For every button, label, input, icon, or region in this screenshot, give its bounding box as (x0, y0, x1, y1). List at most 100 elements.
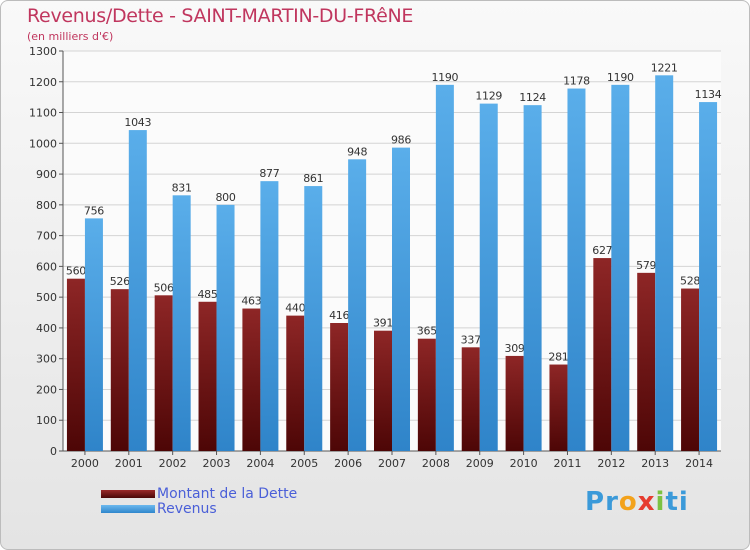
y-tick-label: 1100 (29, 107, 57, 120)
bar-dette (593, 258, 612, 451)
chart-subtitle: (en milliers d'€) (27, 30, 114, 43)
bar-dette (198, 301, 217, 451)
bar-dette (330, 323, 349, 451)
y-tick-label: 900 (36, 168, 57, 181)
bar-revenus (348, 159, 367, 452)
legend-swatch-dette (101, 490, 155, 498)
data-label-dette: 365 (417, 325, 437, 338)
y-tick-label: 200 (36, 383, 57, 396)
bar-revenus (216, 204, 235, 451)
x-tick-label: 2008 (422, 457, 450, 470)
data-label-revenus: 831 (172, 181, 192, 194)
legend-label-revenus: Revenus (157, 501, 217, 517)
data-label-revenus: 1221 (651, 61, 678, 74)
data-label-dette: 560 (66, 265, 86, 278)
y-tick-label: 1000 (29, 137, 57, 150)
bar-revenus (128, 130, 147, 452)
y-tick-label: 1200 (29, 76, 57, 89)
x-tick-label: 2007 (378, 457, 406, 470)
data-label-revenus: 861 (303, 172, 323, 185)
x-tick-label: 2014 (685, 457, 713, 470)
y-tick-label: 600 (36, 260, 57, 273)
logo-letter: x (637, 487, 656, 517)
data-label-revenus: 1190 (431, 71, 458, 84)
data-label-dette: 281 (548, 351, 568, 364)
logo-letter: t (665, 487, 679, 517)
y-tick-label: 500 (36, 291, 57, 304)
data-label-dette: 463 (241, 295, 261, 308)
data-label-dette: 506 (154, 281, 174, 294)
bar-dette (374, 330, 392, 451)
y-tick-label: 300 (36, 353, 57, 366)
data-label-revenus: 1190 (607, 71, 634, 84)
x-tick-label: 2013 (641, 457, 669, 470)
data-label-revenus: 877 (259, 167, 279, 180)
data-label-dette: 337 (461, 333, 481, 346)
y-tick-label: 100 (36, 414, 57, 427)
bar-dette (154, 295, 173, 451)
x-tick-label: 2005 (290, 457, 318, 470)
x-tick-label: 2012 (597, 457, 625, 470)
x-tick-label: 2003 (203, 457, 231, 470)
data-label-revenus: 1178 (563, 75, 590, 88)
data-label-dette: 526 (110, 275, 130, 288)
data-label-revenus: 756 (84, 204, 104, 217)
bar-dette (505, 355, 524, 451)
logo-letter: r (605, 487, 619, 517)
y-tick-label: 1300 (29, 45, 57, 58)
legend-swatch-revenus (101, 505, 155, 513)
bar-dette (66, 278, 85, 451)
y-tick-label: 800 (36, 199, 57, 212)
x-tick-label: 2001 (115, 457, 143, 470)
x-tick-label: 2002 (159, 457, 187, 470)
data-label-revenus: 986 (391, 134, 411, 147)
bar-revenus (84, 218, 103, 451)
y-tick-label: 0 (50, 445, 57, 458)
logo-letter: o (618, 487, 638, 517)
bar-dette (110, 289, 129, 451)
data-label-revenus: 948 (347, 145, 367, 158)
bar-dette (286, 315, 305, 451)
x-tick-label: 2010 (510, 457, 538, 470)
bar-revenus (260, 181, 279, 451)
x-tick-label: 2006 (334, 457, 362, 470)
bar-revenus (435, 84, 454, 451)
data-label-dette: 391 (373, 317, 393, 330)
x-tick-label: 2004 (246, 457, 274, 470)
data-label-dette: 440 (285, 302, 305, 315)
data-label-dette: 485 (197, 288, 217, 301)
logo-letter: P (585, 487, 606, 517)
x-tick-label: 2009 (466, 457, 494, 470)
data-label-revenus: 1124 (519, 91, 546, 104)
chart-title: Revenus/Dette - SAINT-MARTIN-DU-FRêNE (27, 5, 414, 27)
x-tick-label: 2011 (553, 457, 581, 470)
y-tick-label: 700 (36, 230, 57, 243)
bar-dette (461, 347, 480, 451)
y-tick-label: 400 (36, 322, 57, 335)
bar-dette (417, 338, 436, 451)
bar-revenus (655, 75, 674, 452)
data-label-revenus: 800 (215, 191, 235, 204)
data-label-dette: 528 (680, 275, 700, 288)
bar-revenus (567, 88, 586, 452)
bar-dette (681, 288, 700, 451)
bar-dette (549, 364, 568, 451)
bar-revenus (304, 186, 323, 452)
bar-revenus (523, 105, 542, 452)
proxiti-logo: Proxiti (585, 487, 689, 517)
data-label-dette: 416 (329, 309, 349, 322)
data-label-revenus: 1043 (124, 116, 151, 129)
bar-dette (242, 308, 261, 451)
bar-revenus (392, 147, 410, 451)
data-label-dette: 579 (636, 259, 656, 272)
bar-revenus (611, 84, 630, 451)
bar-revenus (699, 102, 718, 452)
data-label-dette: 627 (592, 244, 612, 257)
bar-dette (637, 272, 656, 451)
x-tick-label: 2000 (71, 457, 99, 470)
bar-revenus (172, 195, 191, 451)
data-label-dette: 309 (505, 342, 525, 355)
logo-letter: i (678, 487, 689, 517)
